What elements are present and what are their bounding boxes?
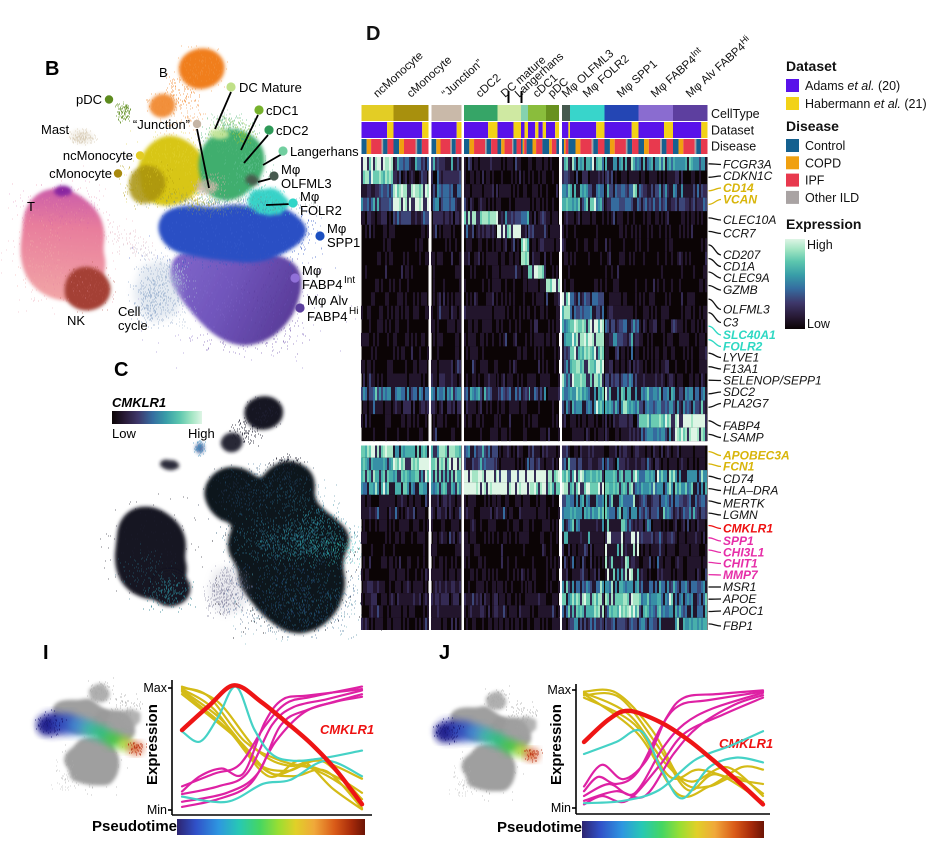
svg-text:MSR1: MSR1 bbox=[723, 580, 756, 594]
svg-text:FABP4: FABP4 bbox=[307, 309, 347, 324]
svg-text:High: High bbox=[807, 238, 833, 252]
svg-text:FABP4: FABP4 bbox=[302, 277, 342, 292]
svg-text:Dataset: Dataset bbox=[711, 124, 755, 138]
svg-text:Expression: Expression bbox=[144, 704, 161, 785]
svg-text:DC Mature: DC Mature bbox=[239, 80, 302, 95]
svg-text:I: I bbox=[43, 642, 49, 664]
svg-text:High: High bbox=[188, 426, 215, 441]
svg-text:LGMN: LGMN bbox=[723, 508, 758, 522]
svg-text:Low: Low bbox=[807, 317, 831, 331]
svg-text:SPP1: SPP1 bbox=[327, 235, 360, 250]
svg-text:CD207: CD207 bbox=[723, 248, 762, 262]
svg-text:Control: Control bbox=[805, 139, 845, 153]
svg-text:Other ILD: Other ILD bbox=[805, 191, 859, 205]
svg-text:cDC1: cDC1 bbox=[266, 103, 299, 118]
svg-text:VCAN: VCAN bbox=[723, 193, 757, 207]
svg-text:Expression: Expression bbox=[786, 216, 861, 232]
svg-text:Expression: Expression bbox=[548, 704, 565, 785]
svg-text:C3: C3 bbox=[723, 316, 739, 330]
svg-text:Mφ: Mφ bbox=[281, 162, 300, 177]
svg-text:Pseudotime: Pseudotime bbox=[497, 819, 582, 836]
svg-text:FOLR2: FOLR2 bbox=[723, 340, 763, 354]
svg-text:Pseudotime: Pseudotime bbox=[92, 818, 177, 835]
svg-text:Low: Low bbox=[112, 426, 136, 441]
svg-text:APOBEC3A: APOBEC3A bbox=[722, 449, 790, 463]
svg-text:SLC40A1: SLC40A1 bbox=[723, 328, 776, 342]
svg-text:Langerhans: Langerhans bbox=[290, 144, 359, 159]
svg-text:NK: NK bbox=[67, 313, 85, 328]
svg-text:Max: Max bbox=[143, 681, 167, 695]
svg-text:APOC1: APOC1 bbox=[722, 604, 764, 618]
svg-text:CLEC10A: CLEC10A bbox=[723, 213, 776, 227]
svg-text:Min: Min bbox=[147, 803, 167, 817]
svg-text:LYVE1: LYVE1 bbox=[723, 351, 759, 365]
svg-text:HLA–DRA: HLA–DRA bbox=[723, 484, 778, 498]
svg-text:APOE: APOE bbox=[722, 592, 757, 606]
svg-text:Mφ Alv: Mφ Alv bbox=[307, 293, 348, 308]
svg-text:Mφ: Mφ bbox=[302, 263, 321, 278]
svg-text:cDC2: cDC2 bbox=[276, 123, 309, 138]
svg-text:cycle: cycle bbox=[118, 318, 148, 333]
svg-text:FBP1: FBP1 bbox=[723, 619, 753, 633]
svg-text:COPD: COPD bbox=[805, 156, 841, 170]
svg-text:Cell: Cell bbox=[118, 304, 141, 319]
svg-text:CHI3L1: CHI3L1 bbox=[723, 546, 765, 560]
svg-text:B: B bbox=[45, 58, 59, 80]
svg-text:Adams et al. (20): Adams et al. (20) bbox=[805, 79, 900, 93]
svg-text:CD1A: CD1A bbox=[723, 260, 755, 274]
svg-text:FCN1: FCN1 bbox=[723, 460, 755, 474]
svg-text:CMKLR1: CMKLR1 bbox=[719, 736, 773, 751]
svg-text:Hi: Hi bbox=[349, 306, 358, 317]
svg-text:D: D bbox=[366, 23, 380, 45]
svg-text:FOLR2: FOLR2 bbox=[300, 203, 342, 218]
svg-text:SELENOP/SEPP1: SELENOP/SEPP1 bbox=[723, 374, 822, 388]
svg-text:PLA2G7: PLA2G7 bbox=[723, 397, 770, 411]
svg-text:MERTK: MERTK bbox=[723, 497, 766, 511]
svg-text:Min: Min bbox=[551, 801, 571, 815]
svg-text:Max: Max bbox=[547, 683, 571, 697]
svg-text:CHIT1: CHIT1 bbox=[723, 557, 758, 571]
svg-text:Dataset: Dataset bbox=[786, 58, 837, 74]
svg-text:OLFML3: OLFML3 bbox=[723, 303, 770, 317]
svg-text:ncMonocyte: ncMonocyte bbox=[63, 148, 133, 163]
svg-text:cMonocyte: cMonocyte bbox=[49, 166, 112, 181]
svg-text:C: C bbox=[114, 359, 128, 381]
svg-text:J: J bbox=[439, 642, 450, 664]
svg-text:Disease: Disease bbox=[786, 118, 839, 134]
svg-text:CD14: CD14 bbox=[723, 181, 754, 195]
svg-text:F13A1: F13A1 bbox=[723, 362, 758, 376]
svg-text:Int: Int bbox=[344, 275, 355, 286]
svg-text:OLFML3: OLFML3 bbox=[281, 176, 332, 191]
svg-text:CMKLR1: CMKLR1 bbox=[320, 722, 374, 737]
svg-text:SPP1: SPP1 bbox=[723, 534, 754, 548]
svg-text:CD74: CD74 bbox=[723, 472, 754, 486]
svg-text:FABP4: FABP4 bbox=[723, 419, 760, 433]
svg-text:B: B bbox=[159, 65, 168, 80]
svg-text:“Junction”: “Junction” bbox=[133, 117, 190, 132]
svg-text:CLEC9A: CLEC9A bbox=[723, 271, 770, 285]
svg-text:Mast: Mast bbox=[41, 122, 70, 137]
svg-text:CDKN1C: CDKN1C bbox=[723, 169, 773, 183]
svg-text:CCR7: CCR7 bbox=[723, 227, 757, 241]
svg-text:pDC: pDC bbox=[76, 92, 102, 107]
svg-text:MMP7: MMP7 bbox=[723, 568, 759, 582]
svg-text:Mφ: Mφ bbox=[327, 221, 346, 236]
svg-text:CellType: CellType bbox=[711, 107, 760, 121]
svg-text:FCGR3A: FCGR3A bbox=[723, 158, 772, 172]
svg-text:LSAMP: LSAMP bbox=[723, 431, 764, 445]
svg-text:IPF: IPF bbox=[805, 174, 825, 188]
svg-text:T: T bbox=[27, 199, 35, 214]
svg-text:Habermann et al. (21): Habermann et al. (21) bbox=[805, 97, 927, 111]
svg-text:Mφ: Mφ bbox=[300, 189, 319, 204]
svg-text:CMKLR1: CMKLR1 bbox=[723, 522, 773, 536]
svg-text:CMKLR1: CMKLR1 bbox=[112, 395, 166, 410]
svg-text:GZMB: GZMB bbox=[723, 283, 758, 297]
svg-text:SDC2: SDC2 bbox=[723, 385, 755, 399]
svg-text:Disease: Disease bbox=[711, 140, 756, 154]
